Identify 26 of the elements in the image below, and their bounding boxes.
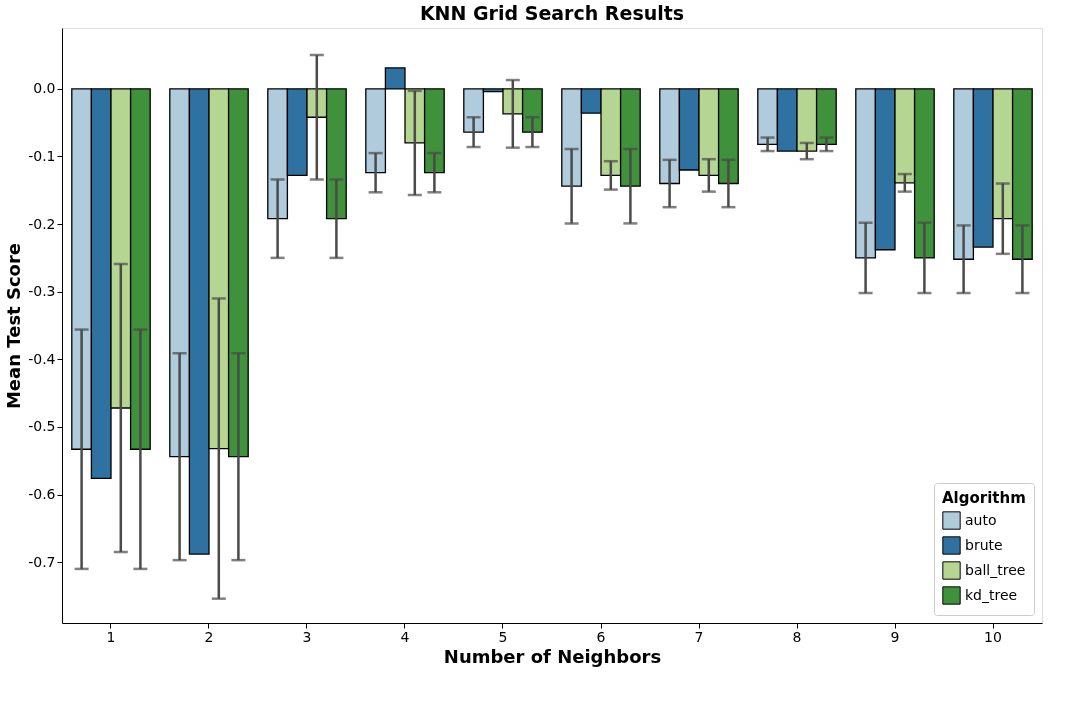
x-tick-label: 10 bbox=[984, 628, 1002, 645]
x-tick-label: 3 bbox=[302, 628, 312, 645]
y-axis-title: Mean Test Score bbox=[3, 242, 25, 410]
x-tick-label: 7 bbox=[694, 628, 704, 645]
y-tick-label: -0.5 bbox=[28, 418, 56, 435]
legend-label: kd_tree bbox=[965, 586, 1018, 603]
legend-title: Algorithm bbox=[942, 489, 1026, 507]
y-tick-label: -0.6 bbox=[28, 486, 56, 503]
y-tick-label: -0.3 bbox=[28, 283, 56, 300]
x-tick-label: 8 bbox=[792, 628, 802, 645]
legend-label: auto bbox=[965, 511, 997, 528]
x-tick-label: 1 bbox=[106, 628, 116, 645]
x-axis-title: Number of Neighbors bbox=[443, 645, 662, 667]
x-tick-label: 9 bbox=[890, 628, 900, 645]
y-tick-label: -0.7 bbox=[28, 553, 56, 570]
chart-title: KNN Grid Search Results bbox=[419, 2, 685, 24]
x-tick-label: 2 bbox=[204, 628, 214, 645]
y-tick-label: -0.2 bbox=[28, 215, 56, 232]
x-tick-label: 4 bbox=[400, 628, 410, 645]
y-tick-label: -0.1 bbox=[28, 147, 56, 164]
y-tick-label: -0.4 bbox=[28, 350, 56, 367]
legend-label: brute bbox=[965, 536, 1003, 553]
x-tick-label: 6 bbox=[596, 628, 606, 645]
y-tick-label: 0.0 bbox=[33, 80, 56, 97]
legend-label: ball_tree bbox=[965, 561, 1026, 578]
x-tick-label: 5 bbox=[498, 628, 508, 645]
